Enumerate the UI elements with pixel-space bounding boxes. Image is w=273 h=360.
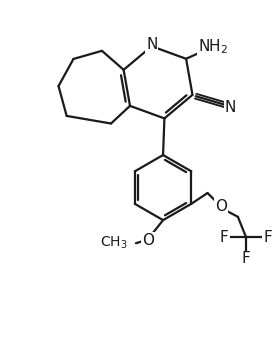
- Text: NH$_2$: NH$_2$: [198, 37, 228, 56]
- Text: CH$_3$: CH$_3$: [100, 235, 128, 251]
- Text: N: N: [146, 37, 157, 53]
- Text: N: N: [225, 100, 236, 114]
- Text: F: F: [220, 230, 229, 245]
- Text: O: O: [142, 233, 154, 248]
- Text: O: O: [215, 199, 227, 214]
- Text: F: F: [263, 230, 272, 245]
- Text: F: F: [242, 251, 250, 266]
